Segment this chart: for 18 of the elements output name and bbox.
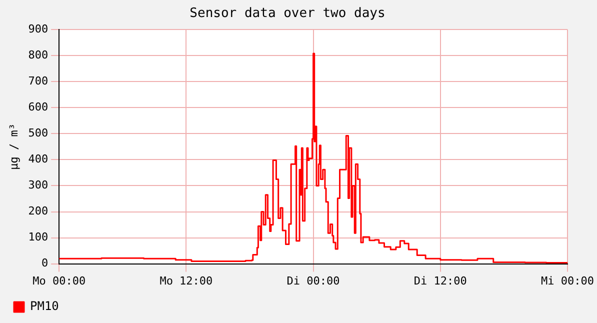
x-tick-label: Mo 00:00: [32, 274, 86, 288]
x-tick-label: Mo 12:00: [160, 274, 213, 288]
y-tick-label: 600: [28, 100, 48, 114]
y-tick-label: 700: [28, 74, 48, 88]
y-tick-label: 500: [28, 126, 48, 140]
legend-label: PM10: [30, 299, 59, 314]
x-tick-label: Mi 00:00: [541, 274, 594, 288]
y-tick-label: 400: [28, 152, 48, 166]
y-tick-label: 300: [28, 178, 48, 192]
y-tick-label: 100: [28, 230, 48, 244]
chart-title: Sensor data over two days: [190, 6, 386, 22]
y-tick-label: 0: [41, 256, 48, 270]
y-tick-label: 800: [28, 48, 48, 62]
x-tick-label: Di 00:00: [286, 274, 340, 288]
y-tick-label: 200: [28, 204, 48, 218]
y-axis-title: µg / m³: [7, 124, 20, 170]
x-tick-label: Di 12:00: [414, 274, 467, 288]
y-tick-label: 900: [28, 22, 48, 36]
